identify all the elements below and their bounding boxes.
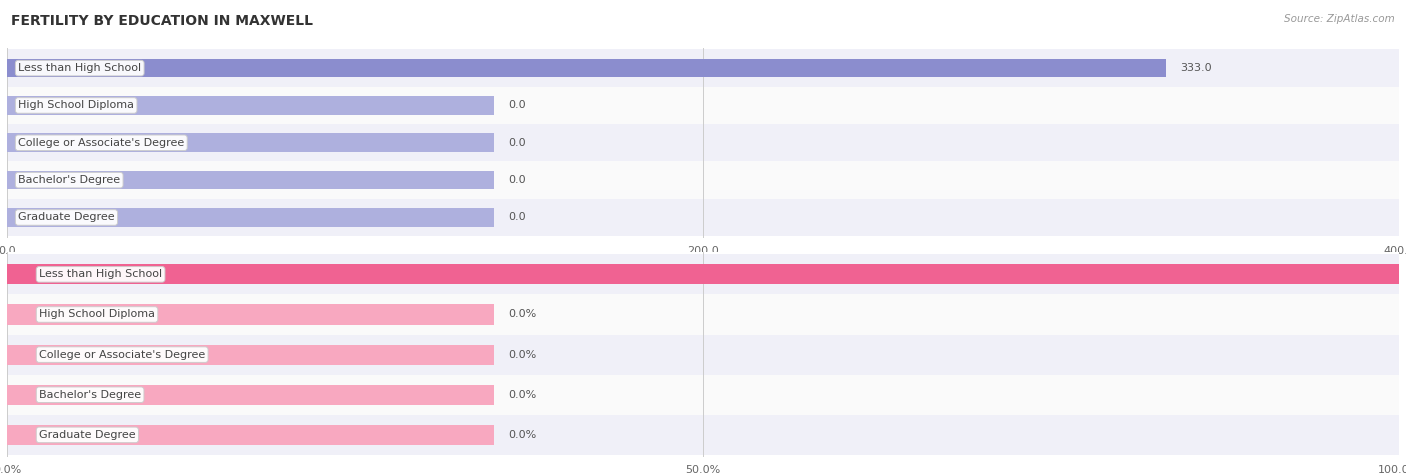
Bar bbox=[7, 161, 1399, 199]
Bar bbox=[7, 264, 1399, 284]
Text: 0.0%: 0.0% bbox=[508, 430, 536, 440]
Text: 0.0: 0.0 bbox=[508, 175, 526, 185]
Text: Source: ZipAtlas.com: Source: ZipAtlas.com bbox=[1284, 14, 1395, 24]
Bar bbox=[7, 264, 495, 284]
Text: Less than High School: Less than High School bbox=[18, 63, 141, 73]
Bar bbox=[7, 415, 1399, 455]
Bar bbox=[7, 199, 1399, 236]
Text: College or Associate's Degree: College or Associate's Degree bbox=[39, 349, 205, 360]
Bar bbox=[7, 50, 1399, 87]
Bar bbox=[7, 59, 495, 78]
Text: 333.0: 333.0 bbox=[1180, 63, 1212, 73]
Bar bbox=[7, 96, 495, 115]
Text: Bachelor's Degree: Bachelor's Degree bbox=[39, 390, 141, 400]
Bar bbox=[7, 59, 1166, 78]
Text: High School Diploma: High School Diploma bbox=[39, 309, 155, 319]
Bar bbox=[7, 385, 495, 405]
Text: 0.0%: 0.0% bbox=[508, 390, 536, 400]
Bar bbox=[7, 425, 495, 445]
Bar bbox=[7, 305, 495, 325]
Text: Graduate Degree: Graduate Degree bbox=[39, 430, 135, 440]
Bar bbox=[7, 133, 495, 152]
Text: 0.0%: 0.0% bbox=[508, 349, 536, 360]
Text: FERTILITY BY EDUCATION IN MAXWELL: FERTILITY BY EDUCATION IN MAXWELL bbox=[11, 14, 314, 28]
Text: 0.0%: 0.0% bbox=[508, 309, 536, 319]
Bar bbox=[7, 171, 495, 189]
Bar bbox=[7, 295, 1399, 335]
Text: 0.0: 0.0 bbox=[508, 100, 526, 110]
Bar bbox=[7, 124, 1399, 161]
Text: Graduate Degree: Graduate Degree bbox=[18, 212, 115, 222]
Bar bbox=[7, 345, 495, 365]
Bar bbox=[7, 335, 1399, 375]
Bar bbox=[7, 254, 1399, 295]
Text: Bachelor's Degree: Bachelor's Degree bbox=[18, 175, 121, 185]
Text: High School Diploma: High School Diploma bbox=[18, 100, 134, 110]
Text: 0.0: 0.0 bbox=[508, 212, 526, 222]
Bar bbox=[7, 208, 495, 227]
Bar bbox=[7, 375, 1399, 415]
Text: Less than High School: Less than High School bbox=[39, 269, 162, 279]
Bar bbox=[7, 87, 1399, 124]
Text: 0.0: 0.0 bbox=[508, 138, 526, 148]
Text: College or Associate's Degree: College or Associate's Degree bbox=[18, 138, 184, 148]
